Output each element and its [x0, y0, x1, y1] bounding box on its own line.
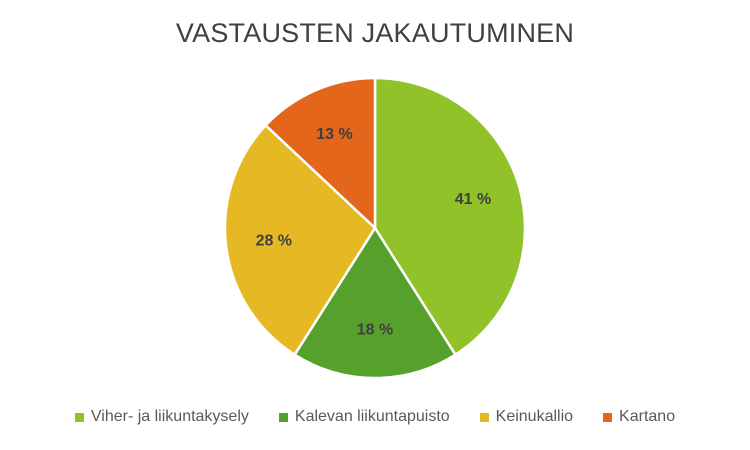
chart-title: VASTAUSTEN JAKAUTUMINEN [175, 18, 575, 48]
legend-label-2: Kalevan liikuntapuisto [294, 408, 450, 425]
data-label-3: 28 % [256, 232, 292, 249]
legend-item-3: Keinukallio [479, 408, 574, 426]
legend-label-3: Keinukallio [495, 408, 574, 425]
legend-label-4: Kartano [619, 408, 676, 425]
legend-label-1: Viher- ja liikuntakysely [90, 408, 249, 425]
pie-data-labels: 41 % 18 % 28 % 13 % [256, 126, 492, 339]
legend-swatch-2 [278, 412, 288, 422]
data-label-2: 18 % [357, 322, 393, 339]
legend: Viher- ja liikuntakysely Kalevan liikunta… [0, 408, 750, 426]
legend-item-2: Kalevan liikuntapuisto [278, 408, 450, 426]
legend-swatch-3 [479, 412, 489, 422]
legend-item-1: Viher- ja liikuntakysely [74, 408, 249, 426]
pie-slices [223, 76, 527, 380]
pie-slice-3 [223, 124, 377, 356]
data-label-4: 13 % [316, 126, 352, 143]
legend-swatch-4 [603, 412, 613, 422]
legend-item-4: Kartano [603, 408, 675, 426]
pie-slice-2 [293, 226, 457, 380]
legend-swatch-1 [74, 412, 84, 422]
pie-slice-4 [264, 76, 377, 230]
data-label-1: 41 % [455, 191, 491, 208]
